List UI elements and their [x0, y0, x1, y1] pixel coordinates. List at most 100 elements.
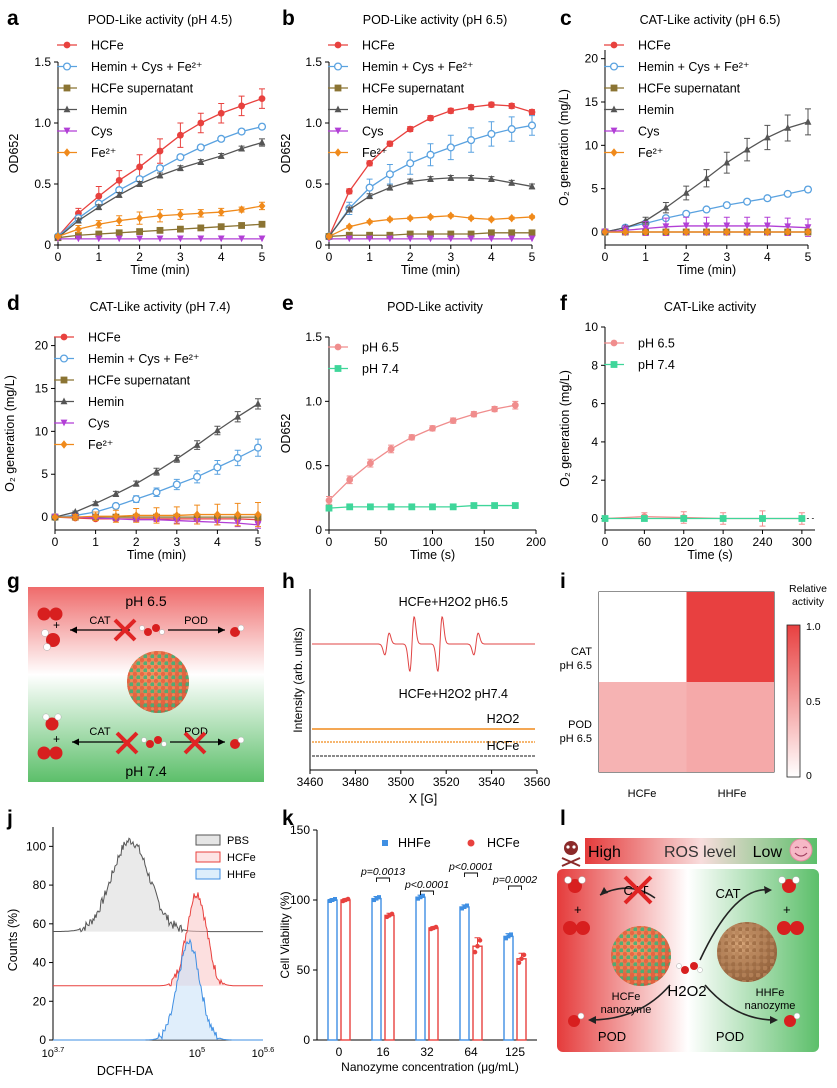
x-tick-label-e: 150: [474, 535, 494, 549]
legend-marker-f: [610, 339, 618, 347]
k-data-point: [433, 924, 439, 930]
g-top-label: pH 6.5: [125, 593, 166, 609]
x-tick-label-a: 0: [55, 250, 62, 264]
panel-letter-e: e: [282, 292, 294, 315]
data-point-b: [467, 235, 475, 243]
red-cross-icon: [623, 875, 653, 905]
data-point-b: [345, 205, 353, 213]
data-point-a: [115, 190, 123, 198]
x-tick-label-d: 2: [133, 535, 140, 549]
title-a: POD-Like activity (pH 4.5): [88, 13, 232, 27]
title-c: CAT-Like activity (pH 6.5): [640, 13, 781, 27]
data-point-a: [258, 138, 266, 146]
data-point-e: [387, 445, 395, 453]
x-tick-label-e: 100: [422, 535, 442, 549]
series-line-d: [54, 403, 259, 518]
data-point-a: [95, 230, 103, 238]
data-point-c: [703, 174, 710, 182]
data-point-a: [197, 235, 205, 243]
l-cat-arrowhead-left: [600, 887, 608, 895]
data-point-a: [155, 164, 165, 173]
data-point-c: [804, 117, 812, 125]
h-label-ph65: HCFe+H2O2 pH6.5: [399, 595, 508, 609]
data-point-a: [217, 134, 226, 143]
histogram-line-pbs: [53, 837, 263, 934]
data-point-c: [682, 209, 691, 218]
i-row-label-cat-2: pH 6.5: [560, 660, 592, 672]
bar-chart-k: Cell Viability (%) Nanozyme concentratio…: [278, 823, 537, 1074]
data-point-d: [214, 510, 221, 519]
data-point-e: [367, 459, 374, 467]
data-point-b: [345, 235, 353, 243]
k-x-tick-label: 64: [464, 1045, 478, 1059]
y-tick-label-a: 1.0: [34, 116, 51, 130]
x-tick-label-e: 50: [374, 535, 388, 549]
data-point-c: [763, 194, 772, 203]
data-point-e: [367, 503, 374, 511]
y-tick-label-c: 20: [585, 52, 599, 66]
y-tick-label-c: 10: [585, 138, 599, 152]
ros-low-label: Low: [753, 844, 783, 861]
x-tick-label-b: 2: [407, 250, 414, 264]
legend-marker-e: [334, 343, 342, 351]
hcfe-nanozyme-label-2: nanozyme: [601, 1004, 652, 1016]
chart-d: 0 1 2 3 4 5 0 5 10 15 20 Time (min) O₂ generation (m…: [3, 331, 263, 562]
data-point-d: [112, 512, 120, 521]
y-tick-label-f: 4: [591, 435, 598, 449]
k-data-point: [328, 898, 332, 903]
panel-letter-h: h: [282, 570, 295, 593]
data-point-b: [386, 215, 394, 224]
data-point-b: [427, 212, 434, 222]
x-tick-label-b: 1: [366, 250, 373, 264]
o2-molecule-icon: [563, 921, 590, 935]
data-point-a: [257, 122, 267, 131]
data-point-c: [784, 124, 792, 131]
legend-marker-a: [62, 62, 72, 71]
red-cross-icon: [115, 731, 139, 755]
y-tick-label-e: 0: [315, 523, 322, 537]
data-point-a: [217, 223, 225, 231]
data-point-c: [682, 227, 690, 237]
data-point-a: [197, 119, 205, 127]
y-tick-label-b: 0: [315, 238, 322, 252]
legend-marker-a: [63, 84, 71, 92]
h2o2-molecule-icon: [141, 736, 167, 748]
i-cbar-tick-0: 0: [806, 770, 812, 782]
j-xtick-56: 105.6: [252, 1045, 275, 1060]
data-point-a: [136, 163, 144, 171]
chart-a: 0 1 2 3 4 5 0 0.5 1.0 1.5 Time (min) OD652 HCFe Hemin…: [7, 39, 267, 277]
data-point-b: [467, 173, 475, 181]
data-point-a: [136, 180, 143, 187]
data-point-d: [173, 454, 181, 462]
data-point-b: [447, 235, 455, 243]
data-point-a: [177, 225, 184, 233]
histogram-fill-pbs: [53, 838, 263, 932]
data-point-b: [528, 212, 536, 222]
y-tick-label-d: 10: [35, 424, 49, 438]
data-point-b: [528, 182, 536, 190]
x-tick-label-d: 4: [214, 535, 221, 549]
xlabel-b: Time (min): [401, 263, 460, 277]
data-point-d: [253, 443, 263, 452]
chart-c: 0 1 2 3 4 5 0 5 10 15 20 Time (min) O₂ generation (m…: [557, 39, 813, 277]
i-row-label-cat-1: CAT: [571, 646, 592, 658]
h2o2-molecule-icon: [676, 962, 703, 974]
xlabel-c: Time (min): [677, 263, 736, 277]
significance-bracket: [376, 877, 390, 882]
data-point-c: [621, 227, 629, 237]
data-point-a: [156, 211, 164, 220]
data-point-d: [111, 501, 120, 511]
x-tick-label-f: 120: [674, 535, 694, 549]
k-x-tick-label: 32: [420, 1045, 434, 1059]
y-tick-label-d: 5: [41, 467, 48, 481]
hhfe-nanozyme-texture: [717, 922, 777, 982]
l-cat-arrowhead-right: [764, 886, 772, 894]
k-xlabel: Nanozyme concentration (μg/mL): [341, 1060, 519, 1074]
data-point-b: [508, 229, 516, 237]
j-x-ticks: 103.7 105 105.6: [42, 1045, 275, 1060]
data-point-a: [136, 228, 143, 235]
l-pod-arrowhead-left: [588, 1016, 596, 1024]
data-point-a: [217, 151, 225, 159]
data-point-d: [213, 463, 222, 472]
data-point-c: [764, 227, 771, 237]
